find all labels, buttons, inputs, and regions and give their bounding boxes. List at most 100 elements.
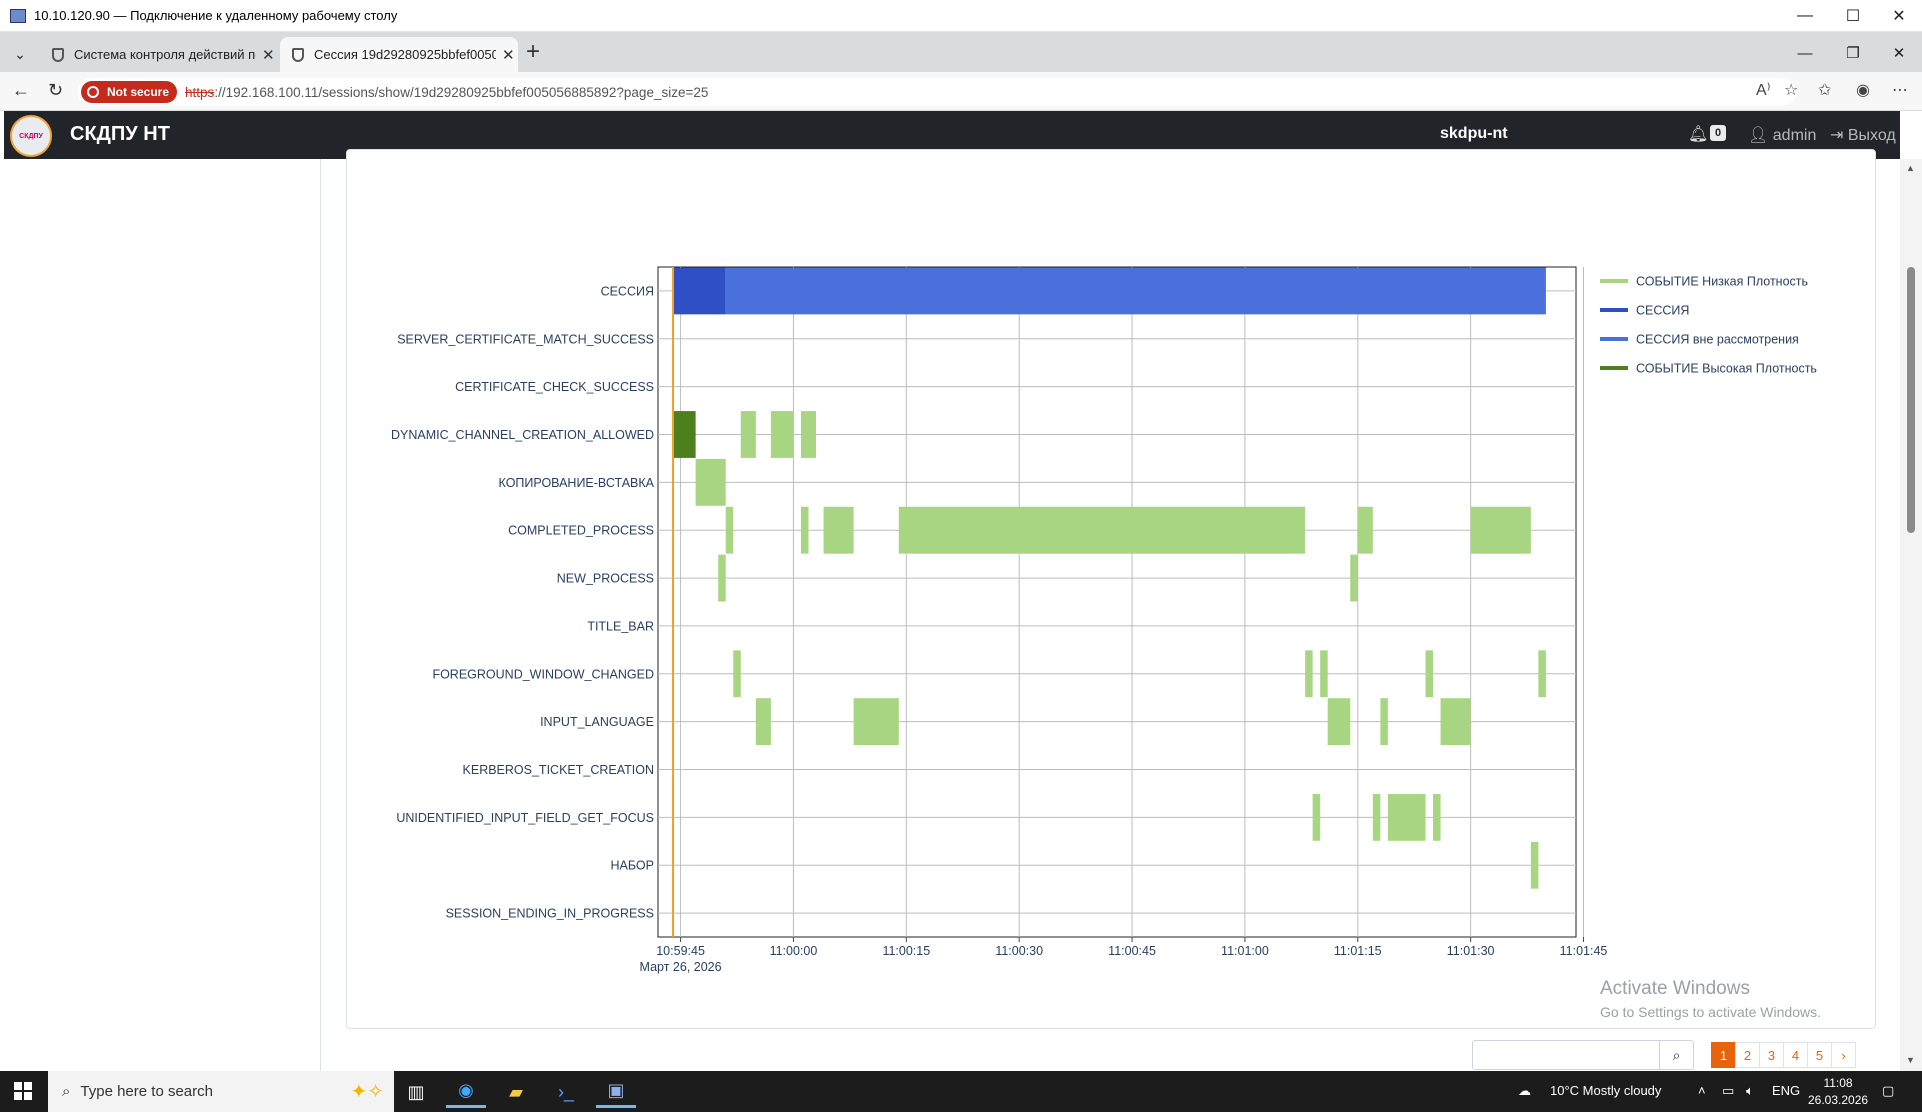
page-4[interactable]: 4	[1783, 1042, 1808, 1068]
taskbar-clock[interactable]: 11:08 26.03.2026	[1808, 1075, 1868, 1109]
y-category-label: COMPLETED_PROCESS	[508, 524, 654, 538]
timeline-bar	[1538, 650, 1546, 698]
timeline-bar	[733, 650, 741, 698]
logout-link[interactable]: ⇥ Выход	[1830, 125, 1896, 145]
tab-label: Сессия 19d29280925bbfef0050568	[314, 47, 496, 62]
session-timeline-chart: 10:59:45 11:00:00 11:00:15 11:00:30 11:00:45…	[391, 266, 1817, 974]
windows-start-icon[interactable]	[14, 1082, 32, 1100]
table-search-input[interactable]: ⌕	[1472, 1040, 1694, 1070]
url-text[interactable]: https://192.168.100.11/sessions/show/19d…	[185, 85, 708, 100]
y-category-label: KERBEROS_TICKET_CREATION	[463, 763, 654, 777]
tray-chevron-up-icon[interactable]: ˄	[1698, 1083, 1706, 1098]
volume-icon[interactable]: 🔈︎	[1746, 1083, 1754, 1098]
powershell-icon[interactable]: ›_	[557, 1081, 574, 1102]
timeline-bar	[800, 411, 817, 458]
tab-close-icon[interactable]: ✕	[502, 46, 515, 64]
watermark-line2: Go to Settings to activate Windows.	[1600, 1004, 1821, 1020]
shield-icon	[52, 47, 64, 62]
favorite-star-icon[interactable]: ☆	[1784, 82, 1799, 99]
y-category-label: НАБОР	[611, 859, 655, 873]
tab-close-icon[interactable]: ✕	[262, 46, 275, 64]
timeline-bar	[1440, 698, 1471, 746]
tab-actions-chevron-icon[interactable]: ⌄	[14, 45, 26, 62]
network-icon[interactable]: ▭	[1722, 1083, 1735, 1098]
sidebar	[4, 159, 321, 1071]
y-category-label: SESSION_ENDING_IN_PROGRESS	[446, 907, 654, 921]
file-explorer-icon[interactable]: ▰	[509, 1081, 523, 1102]
favorites-icon[interactable]: ✩	[1818, 82, 1832, 99]
browser-tabbar: ⌄ Система контроля действий пост ✕ Сесси…	[0, 32, 1922, 72]
notification-count-badge[interactable]: 0	[1710, 125, 1727, 141]
page-3[interactable]: 3	[1759, 1042, 1784, 1068]
maximize-icon[interactable]: ☐	[1845, 8, 1861, 25]
y-category-label: NEW_PROCESS	[557, 572, 654, 586]
more-menu-icon[interactable]: ⋯	[1892, 82, 1908, 99]
edge-browser-icon[interactable]: ◉	[446, 1076, 486, 1108]
pagination: 1 2 3 4 5 ›	[1711, 1042, 1856, 1068]
remote-desktop-taskbar-icon[interactable]: ▣	[596, 1076, 636, 1108]
watermark-line1: Activate Windows	[1600, 978, 1750, 999]
taskbar-search[interactable]: ⌕ Type here to search ✦✧	[48, 1071, 394, 1112]
bell-icon[interactable]: 🔔︎	[1688, 126, 1709, 143]
y-category-label: UNIDENTIFIED_INPUT_FIELD_GET_FOCUS	[396, 811, 654, 825]
new-tab-plus-icon[interactable]: +	[526, 38, 541, 65]
timeline-bar	[1312, 793, 1321, 841]
scroll-up-icon[interactable]: ▲	[1906, 163, 1915, 173]
browser-restore-icon[interactable]: ❐	[1846, 45, 1860, 62]
next-page-chevron-icon[interactable]: ›	[1831, 1042, 1856, 1068]
close-icon[interactable]: ✕	[1892, 8, 1906, 25]
page-scrollbar[interactable]: ▲ ▼	[1900, 159, 1922, 1071]
timeline-bar	[823, 506, 854, 554]
timeline-bar	[740, 411, 756, 458]
scrollbar-thumb[interactable]	[1907, 267, 1915, 533]
timeline-bar	[673, 411, 696, 458]
page-5[interactable]: 5	[1807, 1042, 1832, 1068]
browser-minimize-icon[interactable]: —	[1797, 44, 1813, 62]
notifications-icon[interactable]: ▢	[1882, 1083, 1895, 1098]
url-field[interactable]: Not secure https://192.168.100.11/sessio…	[78, 78, 1796, 106]
tab-control-system[interactable]: Система контроля действий пост ✕	[40, 37, 278, 72]
weather-cloud-icon[interactable]: ☁	[1518, 1083, 1531, 1098]
brand-title[interactable]: СКДПУ НТ	[70, 123, 170, 145]
back-arrow-icon[interactable]: ←	[12, 80, 30, 100]
rdp-titlebar: 10.10.120.90 — Подключение к удаленному …	[0, 0, 1922, 32]
read-aloud-icon[interactable]: A⁾	[1756, 82, 1771, 99]
profile-avatar-icon[interactable]: ◉	[1856, 82, 1870, 99]
x-tick-label: 11:01:15	[1334, 944, 1382, 958]
task-view-icon[interactable]: ▥	[407, 1081, 425, 1102]
page-1[interactable]: 1	[1711, 1042, 1736, 1068]
weather-text[interactable]: 10°C Mostly cloudy	[1550, 1083, 1662, 1098]
language-indicator[interactable]: ENG	[1772, 1083, 1801, 1098]
user-link[interactable]: 👤︎ admin	[1748, 125, 1816, 145]
browser-close-icon[interactable]: ✕	[1892, 45, 1906, 62]
scroll-down-icon[interactable]: ▼	[1906, 1055, 1915, 1065]
sparkle-icon[interactable]: ✦✧	[350, 1081, 384, 1103]
timeline-bar	[1380, 698, 1388, 746]
tab-session[interactable]: Сессия 19d29280925bbfef0050568 ✕	[280, 37, 518, 72]
not-secure-badge[interactable]: Not secure	[81, 81, 178, 103]
reload-icon[interactable]: ↻	[48, 80, 64, 100]
x-tick-label: 11:00:30	[995, 944, 1043, 958]
y-category-label: FOREGROUND_WINDOW_CHANGED	[432, 667, 654, 681]
logout-label: Выход	[1847, 127, 1896, 144]
y-category-label: СЕССИЯ	[601, 284, 654, 298]
clock-time: 11:08	[1823, 1076, 1853, 1090]
search-icon: ⌕	[62, 1083, 71, 1100]
timeline-bar	[1320, 650, 1328, 698]
timeline-bar	[1530, 841, 1539, 889]
timeline-bar	[1433, 793, 1441, 841]
y-category-label: SERVER_CERTIFICATE_MATCH_SUCCESS	[397, 332, 654, 346]
user-name: admin	[1772, 127, 1817, 144]
x-tick-label: 11:00:15	[882, 944, 930, 958]
taskbar-search-placeholder: Type here to search	[80, 1083, 213, 1100]
timeline-bar	[718, 554, 726, 602]
page-2[interactable]: 2	[1735, 1042, 1760, 1068]
minimize-icon[interactable]: —	[1797, 7, 1813, 24]
tab-label: Система контроля действий пост	[74, 47, 256, 62]
clock-date: 26.03.2026	[1808, 1093, 1869, 1107]
timeline-bar	[725, 267, 1546, 315]
app-logo[interactable]: СКДПУ	[10, 115, 52, 157]
search-icon[interactable]: ⌕	[1659, 1041, 1693, 1069]
activate-windows-watermark: Activate Windows Go to Settings to activ…	[1600, 978, 1821, 1020]
timeline-bar	[1305, 650, 1313, 698]
